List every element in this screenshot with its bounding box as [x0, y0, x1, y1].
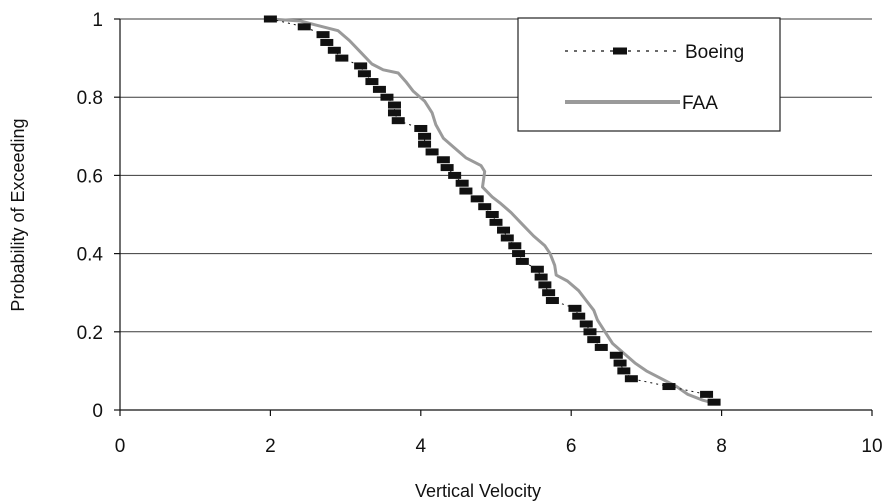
boeing-point [297, 23, 311, 31]
boeing-point [707, 398, 721, 406]
legend-label-faa: FAA [682, 93, 718, 114]
boeing-point [538, 281, 552, 289]
x-tick-label: 0 [115, 436, 126, 457]
legend-entry-faa: FAA [565, 93, 718, 114]
x-tick-label: 4 [416, 436, 427, 457]
y-tick-label: 0 [92, 401, 103, 422]
x-tick-label: 2 [265, 436, 276, 457]
y-tick-label: 0.8 [77, 88, 103, 109]
boeing-point [372, 85, 386, 93]
boeing-point [489, 218, 503, 226]
y-tick-label: 0.6 [77, 166, 103, 187]
boeing-point [572, 312, 586, 320]
boeing-point [700, 390, 714, 398]
x-tick-label: 8 [716, 436, 727, 457]
boeing-point [448, 171, 462, 179]
x-tick-label: 10 [861, 436, 882, 457]
boeing-point [500, 234, 514, 242]
boeing-point [455, 179, 469, 187]
boeing-point [418, 132, 432, 140]
boeing-point [497, 226, 511, 234]
boeing-point [594, 343, 608, 351]
boeing-point [436, 156, 450, 164]
boeing-point [587, 336, 601, 344]
boeing-point [440, 164, 454, 172]
x-tick-label: 6 [566, 436, 577, 457]
boeing-point [387, 109, 401, 117]
boeing-point [542, 289, 556, 297]
boeing-point [609, 351, 623, 359]
boeing-point [545, 297, 559, 305]
boeing-point [354, 62, 368, 70]
boeing-point [579, 320, 593, 328]
boeing-point [459, 187, 473, 195]
boeing-point [320, 38, 334, 46]
y-tick-label: 0.2 [77, 323, 103, 344]
boeing-point [515, 257, 529, 265]
y-axis-title: Probability of Exceeding [8, 118, 28, 311]
boeing-point [617, 367, 631, 375]
boeing-point [263, 15, 277, 23]
boeing-point [391, 117, 405, 125]
boeing-point [508, 242, 522, 250]
boeing-point [357, 70, 371, 78]
boeing-point [512, 250, 526, 258]
boeing-point [335, 54, 349, 62]
legend-label-boeing: Boeing [685, 42, 744, 63]
plot-area [263, 15, 721, 406]
boeing-point [316, 31, 330, 39]
boeing-point [365, 78, 379, 86]
y-tick-label: 0.4 [77, 245, 104, 266]
boeing-point [387, 101, 401, 109]
series-line-faa [270, 17, 719, 406]
boeing-point [425, 148, 439, 156]
boeing-point [613, 359, 627, 367]
legend: Boeing FAA [517, 17, 781, 132]
boeing-point [485, 211, 499, 218]
y-tick-label: 1 [92, 10, 103, 31]
boeing-point [568, 304, 582, 312]
boeing-point [534, 273, 548, 281]
legend-box [517, 17, 781, 132]
boeing-point [327, 46, 341, 54]
boeing-point [583, 328, 597, 336]
boeing-point [470, 195, 484, 203]
tick-labels: 00.20.40.60.810 2 4 6 8 10 [77, 10, 883, 457]
boeing-point [624, 375, 638, 383]
boeing-point [478, 203, 492, 211]
boeing-point [530, 265, 544, 273]
legend-entry-boeing: Boeing [565, 42, 744, 63]
x-axis-title: Vertical Velocity [415, 481, 541, 501]
legend-marker-boeing [613, 47, 627, 55]
boeing-point [380, 93, 394, 101]
boeing-point [418, 140, 432, 148]
boeing-point [414, 124, 428, 132]
axes [114, 18, 873, 416]
boeing-point [662, 383, 676, 391]
